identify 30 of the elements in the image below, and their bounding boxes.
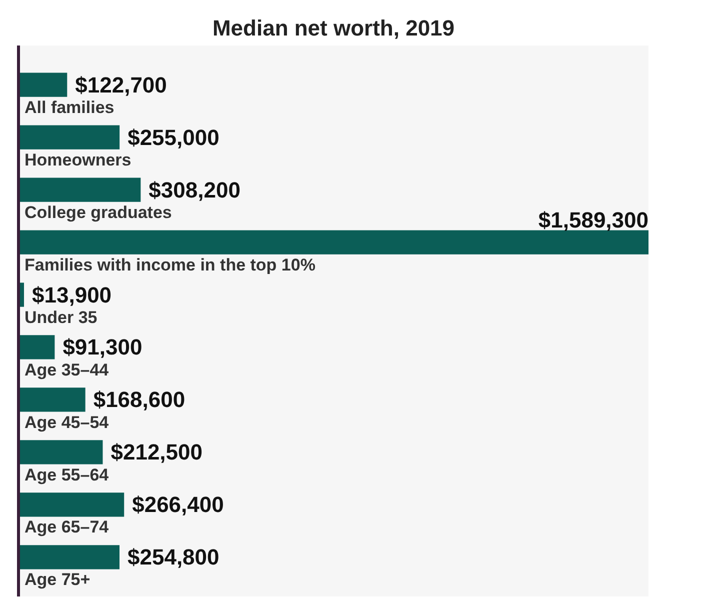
data-label: $168,600 (93, 387, 186, 412)
data-label: $13,900 (32, 282, 112, 308)
y-tick-label: Age 45–54 (24, 412, 110, 432)
y-tick-label: Under 35 (24, 308, 98, 327)
data-label: $308,200 (148, 177, 240, 202)
data-label: $122,700 (75, 72, 167, 98)
bar (18, 72, 68, 97)
bar (18, 492, 124, 517)
bar (18, 545, 120, 570)
bar (18, 388, 86, 412)
bar (18, 335, 55, 360)
y-tick-label: Homeowners (24, 150, 132, 170)
data-label: $255,000 (128, 124, 220, 150)
data-label: $212,500 (110, 440, 202, 465)
chart-title: Median net worth, 2019 (212, 16, 455, 40)
y-tick-label: Age 75+ (24, 570, 90, 590)
data-label: $266,400 (132, 492, 224, 518)
y-tick-label: College graduates (24, 202, 172, 222)
data-label: $1,589,300 (538, 208, 648, 233)
y-tick-label: Age 35–44 (24, 360, 110, 380)
data-label: $254,800 (128, 544, 220, 570)
y-tick-label: Age 65–74 (24, 518, 110, 537)
y-tick-label: Families with income in the top 10% (24, 255, 316, 274)
y-tick-label: All families (24, 98, 114, 117)
bar (18, 125, 120, 150)
bar (18, 178, 141, 202)
y-tick-label: Age 55–64 (24, 465, 110, 484)
bar (18, 440, 103, 464)
bar (18, 230, 648, 254)
data-label: $91,300 (62, 334, 142, 360)
